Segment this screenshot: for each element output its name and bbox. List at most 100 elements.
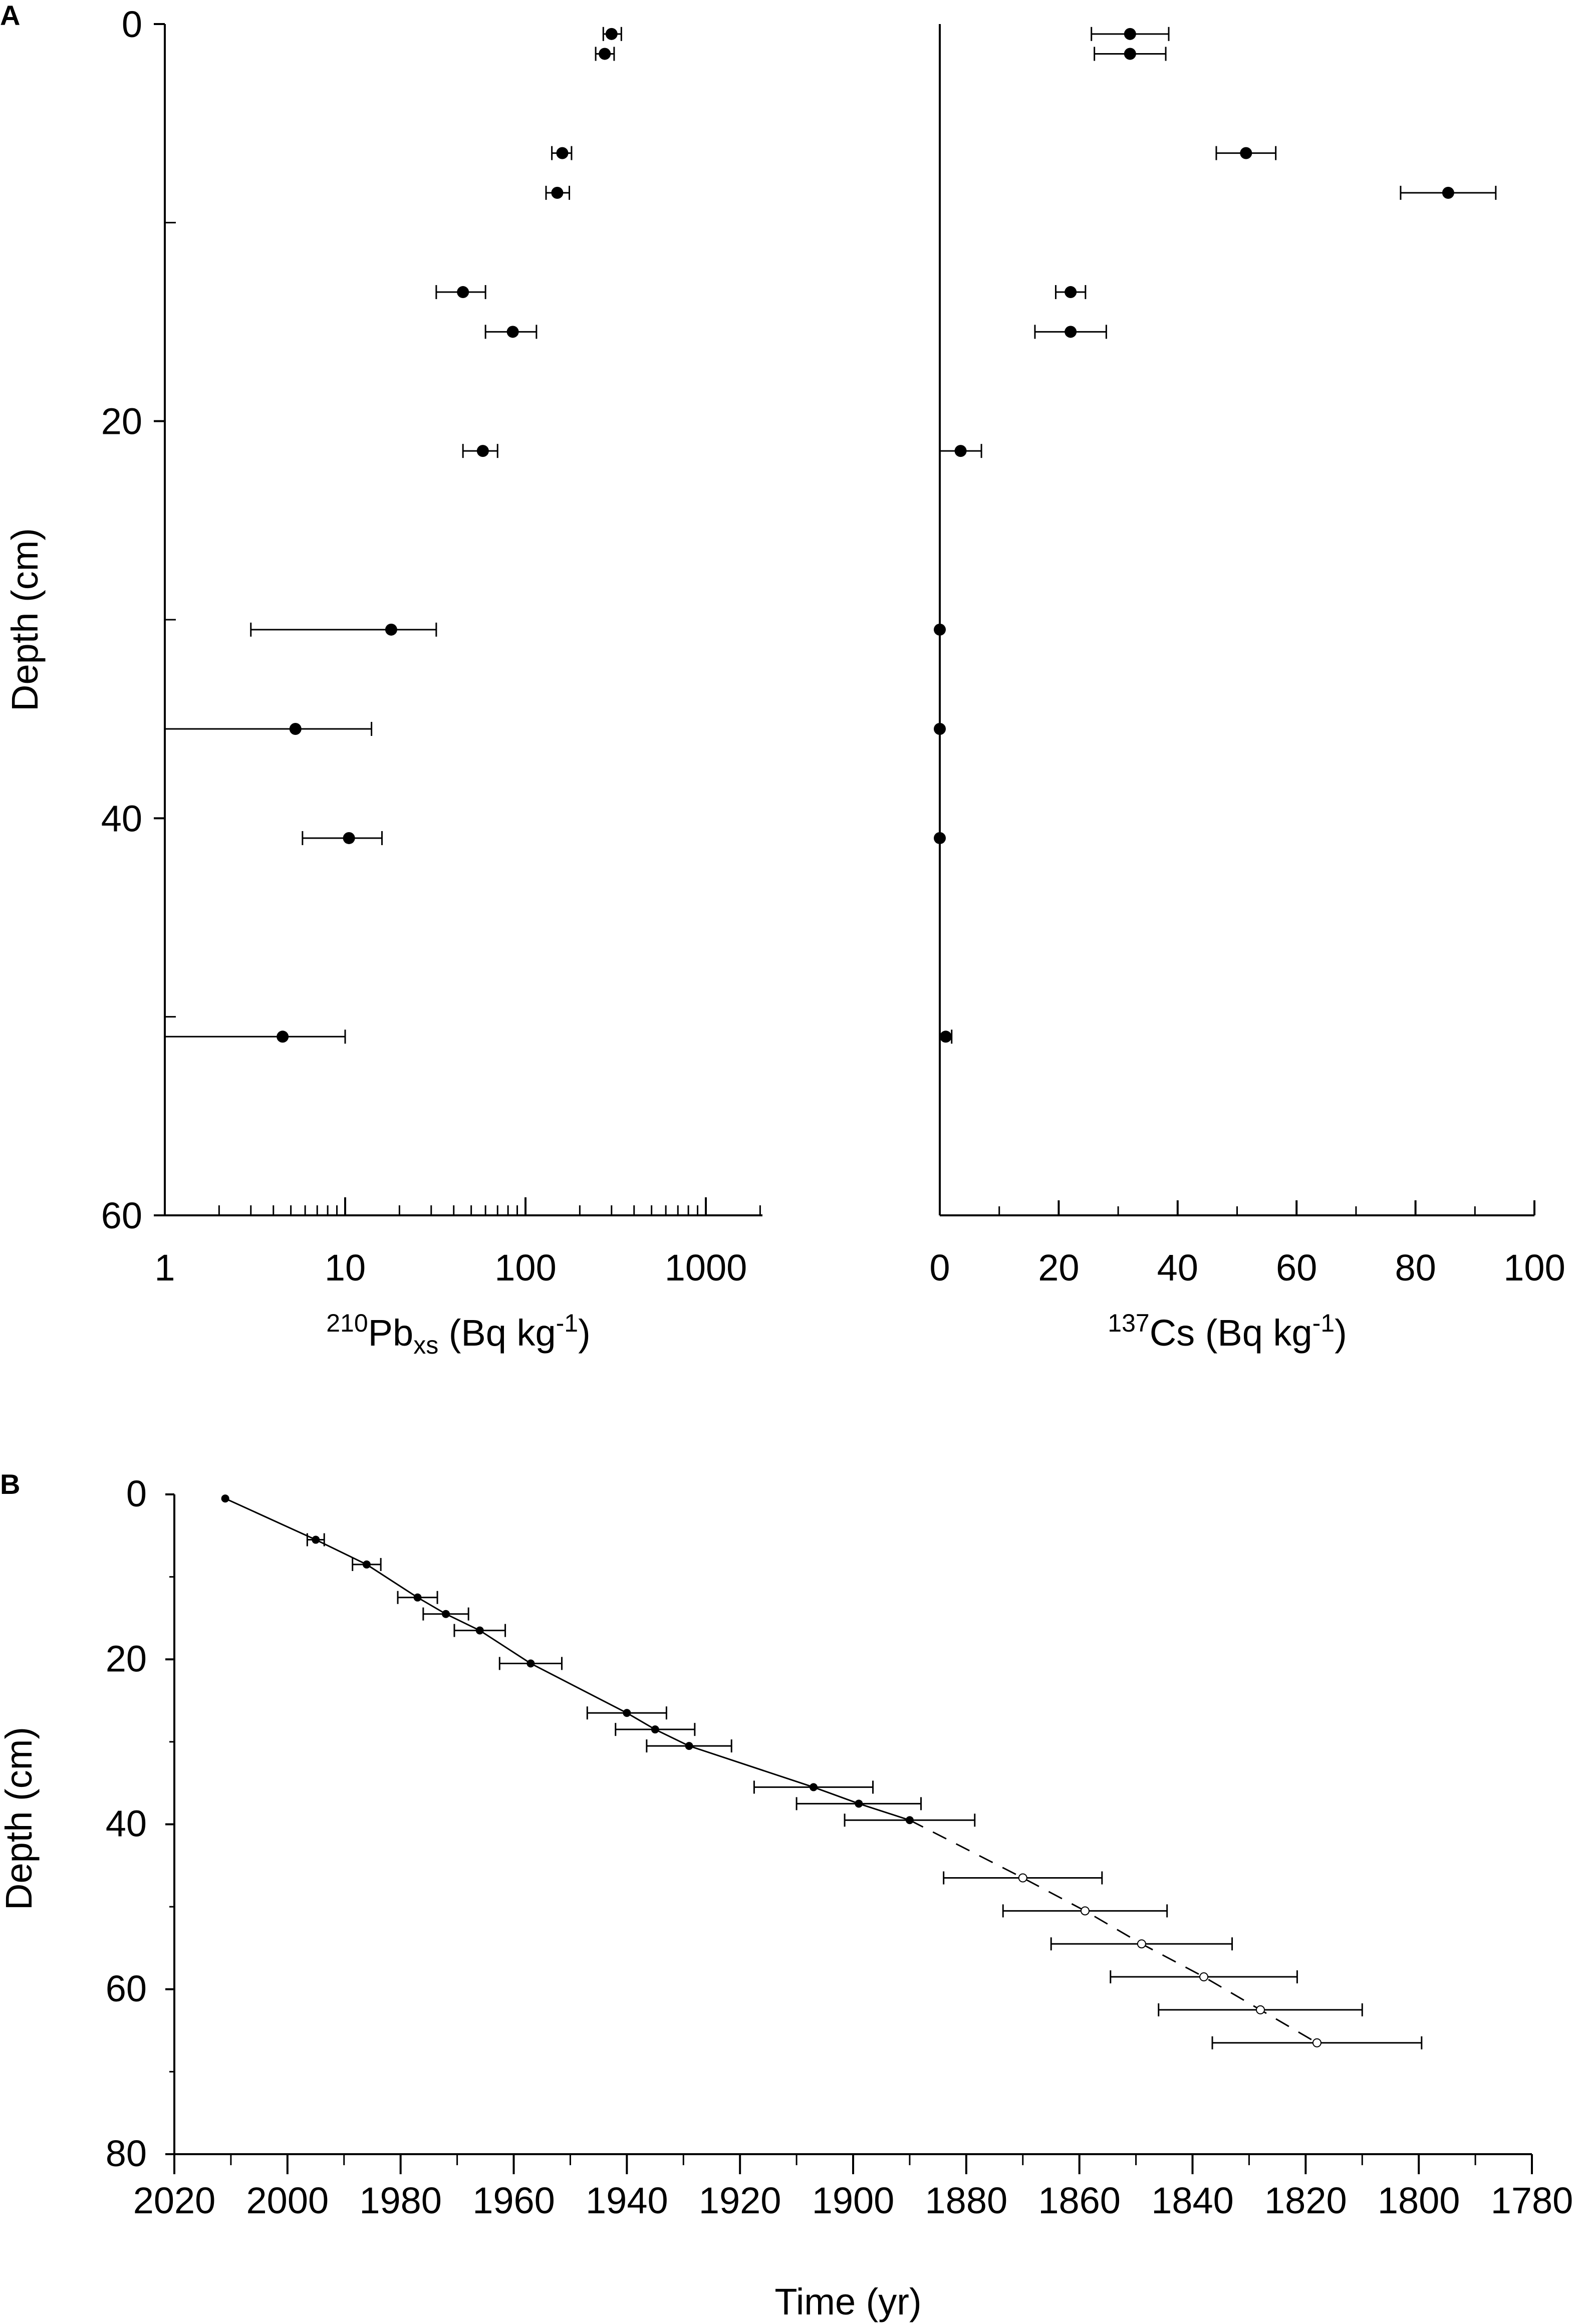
b-y-ticks: 0 20 40 60 80 [106,1473,174,2174]
b-measured-line [225,1497,910,1821]
b-measured-point [623,1709,631,1717]
pb-y-axis-title: Depth (cm) [4,528,46,711]
b-x-axis-title: Time (yr) [774,2281,921,2322]
b-x-tick-label: 1820 [1264,2180,1347,2221]
b-x-tick-label: 1960 [472,2180,555,2221]
cs-data-point [934,623,946,636]
b-x-ticks: 2020 2000 1980 1960 1940 1920 1900 1880 1860 1840… [133,2154,1573,2221]
b-measured-point [221,1494,229,1503]
b-x-tick-label: 1900 [812,2180,895,2221]
b-measured-point [809,1783,818,1791]
pb-x-ticks: 1 10 100 1000 [154,1197,761,1288]
b-extrapolated-point [1018,1873,1027,1883]
cs-data-point [939,1030,952,1043]
b-x-tick-label: 1940 [586,2180,668,2221]
pb-y-ticks: 0 20 40 60 [101,4,176,1236]
pb-data-point [556,147,569,159]
pb-y-tick-label: 60 [101,1195,142,1236]
cs-x-axis-title-close: ) [1335,1312,1347,1354]
pb-data-point [457,286,469,299]
pb-data-point [605,28,618,40]
cs-data-point [954,445,967,457]
pb-data-point [277,1030,289,1043]
b-measured-point [527,1659,535,1668]
cs-data-point [1442,186,1454,199]
panel-a-label: A [0,0,20,31]
cs-x-axis-title-main: Cs [1150,1312,1195,1354]
pb-x-axis-title-close: ) [578,1312,591,1354]
pb-data-point [599,48,611,60]
pb-x-axis-title-unit: (Bq kg [438,1312,556,1354]
b-extrapolated-point [1137,1939,1146,1949]
b-extrapolated-point [1080,1906,1090,1916]
cs-data-point [1240,147,1252,159]
pb-data-point [343,832,355,844]
b-extrapolated-point [1256,2005,1265,2014]
pb-x-tick-label: 10 [325,1247,366,1288]
pb-x-tick-label: 100 [494,1247,556,1288]
b-x-tick-label: 2000 [246,2180,329,2221]
pb-data-point [506,326,519,338]
b-y-tick-label: 40 [106,1803,147,1845]
panel-a-pb210-chart: A 0 20 40 60 1 10 100 1000 Depth (cm) 210Pbxs … [0,0,762,1359]
cs-x-ticks: 0 20 40 60 80 100 [929,1200,1565,1288]
pb-x-axis-title-main: Pb [368,1312,414,1354]
cs-x-tick-label: 80 [1395,1247,1436,1288]
cs-data-point [1124,28,1136,40]
pb-x-tick-label: 1000 [665,1247,747,1288]
b-measured-point [362,1560,371,1569]
cs-x-axis-title-unit-sup: -1 [1312,1309,1335,1337]
pb-x-axis-title: 210Pbxs (Bq kg-1) [326,1309,591,1359]
pb-data-point [551,186,564,199]
b-measured-point [855,1799,863,1808]
b-x-tick-label: 1920 [699,2180,781,2221]
b-x-tick-label: 2020 [133,2180,216,2221]
b-measured-point [312,1535,320,1544]
b-x-tick-label: 1880 [925,2180,1008,2221]
cs-x-axis-title-sup: 137 [1108,1309,1149,1337]
b-y-tick-label: 60 [106,1968,147,2009]
b-x-tick-label: 1840 [1151,2180,1234,2221]
cs-data-point [1065,326,1077,338]
b-measured-point [685,1742,693,1750]
panel-b-label: B [0,1468,20,1500]
cs-data-point [934,832,946,844]
pb-data-point [385,623,397,636]
pb-y-tick-label: 20 [101,401,142,442]
b-y-axis-title: Depth (cm) [0,1727,40,1910]
b-x-tick-label: 1980 [359,2180,442,2221]
b-data-series [221,1494,1423,2049]
b-extrapolated-point [1199,1972,1209,1982]
b-measured-point [475,1626,484,1635]
panel-a-cs137-chart: 0 20 40 60 80 100 137Cs (Bq kg-1) [929,24,1565,1354]
pb-data-point [476,445,489,457]
b-y-tick-label: 80 [106,2133,147,2174]
b-measured-point [442,1610,450,1618]
cs-x-axis-title: 137Cs (Bq kg-1) [1108,1309,1347,1354]
pb-y-tick-label: 40 [101,798,142,839]
cs-x-tick-label: 0 [929,1247,950,1288]
b-y-tick-label: 0 [126,1473,147,1514]
pb-y-tick-label: 0 [122,4,142,45]
cs-data-point [1124,48,1136,60]
b-measured-point [651,1725,659,1734]
cs-data-point [934,722,946,735]
pb-data-points [164,27,622,1044]
b-y-tick-label: 20 [106,1638,147,1679]
cs-x-tick-label: 40 [1157,1247,1198,1288]
b-measured-point [905,1816,914,1825]
cs-x-tick-label: 100 [1503,1247,1565,1288]
b-extrapolated-point [1312,2038,1322,2047]
b-measured-point [413,1593,422,1602]
pb-x-axis-title-sub: xs [413,1331,438,1359]
pb-x-axis-title-unit-sup: -1 [556,1309,578,1337]
cs-x-tick-label: 20 [1038,1247,1079,1288]
b-x-tick-label: 1800 [1378,2180,1460,2221]
cs-data-points [934,27,1497,1044]
cs-x-axis-title-unit: (Bq kg [1195,1312,1312,1354]
b-x-tick-label: 1860 [1038,2180,1121,2221]
pb-x-tick-label: 1 [154,1247,175,1288]
cs-x-tick-label: 60 [1276,1247,1317,1288]
pb-x-axis-title-sup: 210 [326,1309,368,1337]
